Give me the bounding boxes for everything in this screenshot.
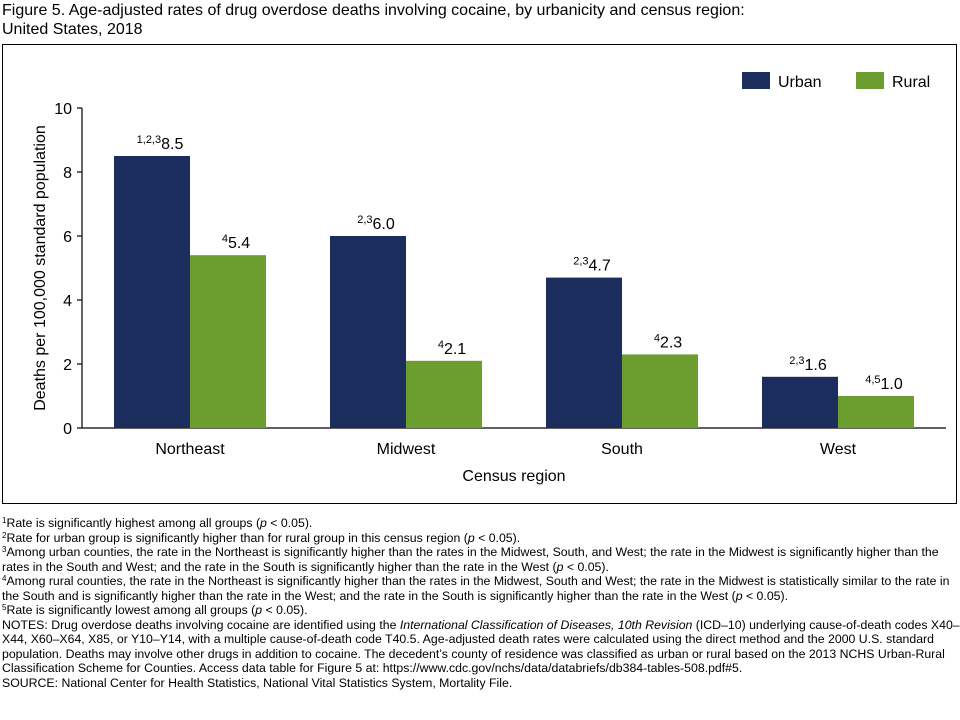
data-label-rural-midwest: 42.1 — [438, 339, 466, 358]
data-label-value: 5.4 — [228, 235, 250, 252]
data-label-rural-northeast: 45.4 — [222, 233, 250, 252]
bar-urban-west — [762, 376, 838, 428]
footnote-2: 2Rate for urban group is significantly h… — [2, 530, 521, 545]
bar-rural-northeast — [190, 255, 266, 428]
y-tick-label: 0 — [63, 421, 72, 438]
bar-rural-midwest — [406, 360, 482, 428]
data-label-value: 2.1 — [444, 341, 466, 358]
data-label-footnote-mark: 4 — [438, 339, 444, 351]
legend-label-urban: Urban — [778, 74, 822, 91]
y-tick-label: 2 — [63, 357, 72, 374]
y-tick-label: 4 — [63, 293, 72, 310]
figure-title: Figure 5. Age-adjusted rates of drug ove… — [2, 1, 942, 39]
legend-swatch-urban — [742, 72, 770, 89]
footnote-5: 5Rate is significantly lowest among all … — [2, 603, 308, 617]
data-label-value: 1.6 — [805, 357, 827, 374]
data-label-value: 6.0 — [373, 216, 395, 233]
chart-frame: 0 2 4 6 8 10 Deaths per 100,000 standard popul… — [2, 44, 957, 504]
bar-urban-midwest — [330, 236, 406, 428]
x-tick-label: West — [820, 441, 857, 458]
bar-rural-south — [622, 354, 698, 428]
footnote-3: 3Among urban counties, the rate in the N… — [2, 545, 939, 574]
y-tick-label: 10 — [54, 101, 72, 118]
data-label-footnote-mark: 2,3 — [357, 214, 372, 226]
data-label-value: 8.5 — [161, 136, 183, 153]
data-label-footnote-mark: 4 — [222, 233, 228, 245]
data-label-footnote-mark: 2,3 — [789, 355, 804, 367]
data-label-urban-south: 2,34.7 — [573, 256, 611, 275]
figure-title-line1: Figure 5. Age-adjusted rates of drug ove… — [2, 2, 745, 19]
data-label-rural-south: 42.3 — [654, 332, 682, 351]
figure-title-line2: United States, 2018 — [2, 21, 143, 38]
x-tick-label: South — [601, 441, 643, 458]
data-label-footnote-mark: 2,3 — [573, 256, 588, 268]
x-axis-label: Census region — [462, 468, 565, 485]
bar-rural-west — [838, 396, 914, 428]
data-label-urban-northeast: 1,2,38.5 — [137, 134, 184, 153]
data-label-urban-west: 2,31.6 — [789, 355, 827, 374]
footnote-4: 4Among rural counties, the rate in the N… — [2, 574, 950, 603]
data-label-value: 4.7 — [589, 258, 611, 275]
footnotes: 1Rate is significantly highest among all… — [2, 516, 960, 690]
data-label-urban-midwest: 2,36.0 — [357, 214, 395, 233]
legend-label-rural: Rural — [892, 74, 930, 91]
data-label-rural-west: 4,51.0 — [865, 374, 903, 393]
y-axis-label: Deaths per 100,000 standard population — [32, 125, 49, 411]
footnote-1: 1Rate is significantly highest among all… — [2, 516, 313, 530]
bar-urban-northeast — [114, 156, 190, 428]
data-label-footnote-mark: 4,5 — [865, 374, 880, 386]
legend-swatch-rural — [856, 72, 884, 89]
notes: NOTES: Drug overdose deaths involving co… — [2, 617, 960, 676]
bar-chart: 0 2 4 6 8 10 Deaths per 100,000 standard popul… — [32, 72, 946, 485]
y-tick-label: 8 — [63, 165, 72, 182]
x-tick-label: Midwest — [377, 441, 436, 458]
data-label-value: 2.3 — [660, 334, 682, 351]
source-note: SOURCE: National Center for Health Stati… — [2, 675, 513, 690]
data-label-value: 1.0 — [881, 376, 903, 393]
x-tick-label: Northeast — [155, 441, 225, 458]
bar-urban-south — [546, 277, 622, 428]
data-label-footnote-mark: 1,2,3 — [137, 134, 161, 146]
y-tick-label: 6 — [63, 229, 72, 246]
data-label-footnote-mark: 4 — [654, 332, 660, 344]
